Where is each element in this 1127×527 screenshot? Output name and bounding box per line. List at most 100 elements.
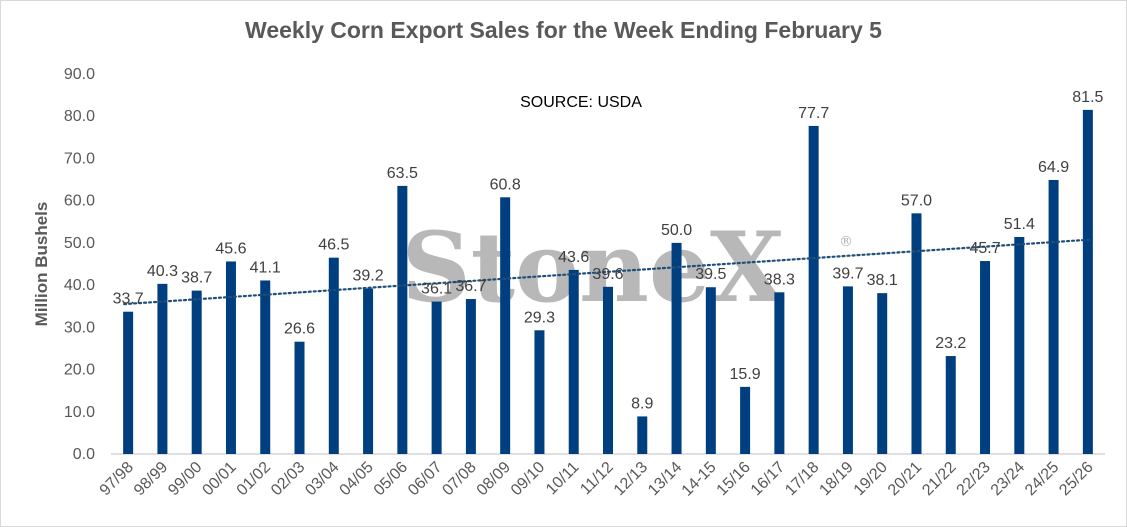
data-label: 40.3	[147, 263, 178, 280]
x-tick-label: 04/05	[337, 459, 377, 499]
bar	[328, 257, 339, 454]
data-label: 41.1	[250, 259, 281, 276]
x-tick-label: 98/99	[131, 459, 171, 499]
data-label: 77.7	[798, 105, 829, 122]
data-label: 39.6	[592, 266, 623, 283]
data-label: 81.5	[1072, 89, 1103, 106]
data-label: 36.7	[455, 278, 486, 295]
watermark-registered-mark: ®	[839, 234, 853, 250]
y-tick-label: 10.0	[64, 404, 95, 421]
y-tick-label: 30.0	[64, 319, 95, 336]
y-tick-label: 60.0	[64, 193, 95, 210]
bar	[191, 290, 202, 454]
bar	[363, 288, 374, 454]
bar	[465, 299, 476, 454]
y-tick-label: 80.0	[64, 108, 95, 125]
bar	[637, 416, 648, 454]
data-label: 38.1	[867, 272, 898, 289]
chart-title: Weekly Corn Export Sales for the Week En…	[245, 17, 882, 43]
bar	[225, 261, 236, 454]
y-tick-label: 0.0	[73, 446, 95, 463]
x-tick-label: 06/07	[405, 459, 445, 499]
bar	[260, 280, 271, 454]
data-label: 63.5	[387, 165, 418, 182]
bar	[808, 125, 819, 454]
x-tick-label: 23/24	[988, 459, 1028, 499]
data-label: 45.7	[969, 240, 1000, 257]
bar	[568, 269, 579, 454]
data-label: 39.2	[352, 267, 383, 284]
x-tick-label: 02/03	[268, 459, 308, 499]
x-tick-label: 03/04	[302, 459, 342, 499]
data-label: 29.3	[524, 309, 555, 326]
bar	[740, 386, 751, 454]
y-tick-label: 50.0	[64, 235, 95, 252]
x-tick-label: 08/09	[474, 459, 514, 499]
data-label: 46.5	[318, 237, 349, 254]
x-tick-label: 97/98	[97, 459, 137, 499]
x-tick-label: 16/17	[748, 459, 788, 499]
bar	[1048, 179, 1059, 454]
data-label: 57.0	[901, 192, 932, 209]
data-label: 50.0	[661, 222, 692, 239]
x-tick-label: 10/11	[543, 459, 583, 499]
data-label: 45.6	[215, 240, 246, 257]
bar	[603, 286, 613, 454]
x-tick-label: 22/23	[954, 459, 994, 499]
source-annotation: SOURCE: USDA	[520, 94, 642, 111]
y-tick-label: 40.0	[64, 277, 95, 294]
bar	[945, 356, 956, 454]
bar	[911, 213, 922, 454]
x-tick-label: 09/10	[508, 459, 548, 499]
y-tick-label: 70.0	[64, 150, 95, 167]
x-tick-label: 11/12	[577, 459, 617, 499]
trendline	[123, 238, 1093, 306]
x-tick-label: 15/16	[714, 459, 754, 499]
data-label: 15.9	[730, 366, 761, 383]
bar	[1082, 109, 1093, 454]
x-tick-label: 19/20	[851, 459, 891, 499]
data-label: 51.4	[1004, 216, 1035, 233]
data-label: 26.6	[284, 321, 315, 338]
x-tick-label: 18/19	[816, 459, 856, 499]
bar	[431, 301, 442, 454]
bar	[1014, 236, 1025, 454]
watermark-logo: StoneX	[401, 211, 785, 324]
bar	[534, 330, 545, 454]
bar	[397, 185, 408, 454]
x-tick-label: 14-15	[679, 459, 720, 500]
bar	[294, 341, 305, 454]
x-tick-label: 24/25	[1022, 459, 1062, 499]
bar	[842, 286, 853, 454]
x-tick-label: 21/22	[919, 459, 959, 499]
bar	[500, 197, 511, 455]
x-tick-label: 20/21	[885, 459, 925, 499]
data-label: 23.2	[935, 335, 966, 352]
data-label: 8.9	[631, 395, 653, 412]
x-tick-label: 05/06	[371, 459, 411, 499]
data-label: 64.9	[1038, 159, 1069, 176]
bar	[774, 292, 785, 454]
x-tick-label: 13/14	[645, 459, 685, 499]
y-axis-title: Million Bushels	[32, 202, 51, 327]
x-tick-label: 07/08	[439, 459, 479, 499]
bar	[705, 287, 716, 454]
data-label: 38.7	[181, 270, 212, 287]
y-tick-label: 20.0	[64, 362, 95, 379]
x-tick-label: 00/01	[199, 459, 239, 499]
x-tick-label: 25/26	[1056, 459, 1096, 499]
bar	[877, 293, 888, 454]
bar	[980, 261, 991, 454]
bar	[157, 283, 168, 454]
data-label: 60.8	[490, 176, 521, 193]
x-tick-label: 17/18	[782, 459, 822, 499]
y-tick-label: 90.0	[64, 66, 95, 83]
data-label: 33.7	[113, 291, 144, 308]
x-tick-label: 12/13	[611, 459, 651, 499]
data-label: 43.6	[558, 249, 589, 266]
data-label: 36.1	[421, 281, 452, 298]
x-tick-label: 01/02	[234, 459, 274, 499]
data-label: 39.5	[695, 266, 726, 283]
